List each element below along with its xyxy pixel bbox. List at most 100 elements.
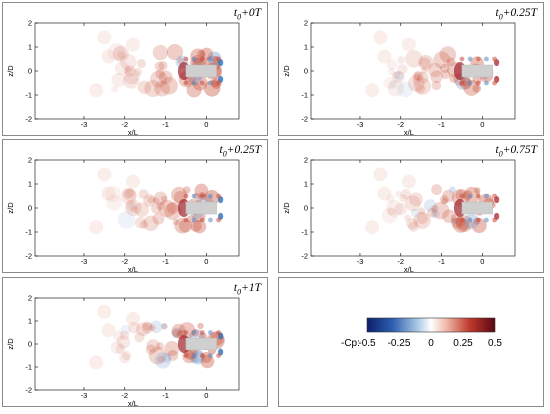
panel-title: t0+0.75T [495, 144, 537, 159]
pressure-blob [161, 353, 172, 363]
pressure-blob [166, 202, 179, 215]
panel-title: t0+0.25T [495, 7, 537, 22]
x-tick-label: -1 [162, 257, 169, 266]
pressure-blob [373, 167, 388, 182]
pressure-blob [178, 219, 193, 233]
x-tick-label: -2 [397, 257, 404, 266]
pressure-blob [399, 194, 408, 203]
blade-spot [459, 80, 465, 86]
y-axis-label: z/D [282, 202, 291, 214]
pressure-blob [101, 49, 116, 64]
pressure-blob [442, 209, 456, 223]
pressure-blob [423, 199, 437, 212]
pressure-blob [397, 64, 408, 75]
x-axis-label: x/L [128, 265, 138, 274]
blade-spot [484, 80, 489, 86]
blade-spot [216, 217, 222, 223]
blade-spot [208, 56, 213, 62]
pressure-blob [401, 174, 416, 189]
x-tick-label: 0 [204, 120, 208, 129]
pressure-blob [381, 207, 398, 224]
pressure-blob [472, 84, 482, 93]
pressure-blob [124, 65, 136, 77]
pressure-blob [134, 67, 143, 77]
x-tick-label: -2 [121, 120, 128, 129]
y-tick-label: 2 [28, 156, 32, 165]
y-axis-label: z/D [6, 202, 15, 214]
pressure-blob [120, 188, 137, 205]
pressure-blob [401, 37, 416, 52]
pressure-blob [107, 43, 126, 61]
blade-spot [191, 56, 197, 62]
x-tick-label: -2 [397, 120, 404, 129]
x-tick-label: -1 [162, 391, 169, 400]
pressure-blob [144, 80, 162, 98]
y-tick-label: 0 [28, 204, 32, 213]
blade-spot [183, 80, 189, 86]
blade-spot [484, 56, 489, 62]
pressure-blob [156, 342, 165, 351]
pressure-blob [463, 79, 480, 96]
pressure-blob [115, 344, 126, 355]
pressure-blob [440, 63, 450, 74]
pressure-blob [97, 304, 112, 319]
pressure-blob [407, 75, 425, 92]
blade-spot [467, 80, 473, 86]
pressure-blob [415, 84, 426, 94]
y-tick-label: 1 [304, 43, 308, 52]
pressure-blob [387, 67, 396, 76]
x-axis-label: x/L [404, 128, 414, 137]
pressure-blob [123, 188, 137, 202]
colorbar-gradient [366, 317, 496, 333]
pressure-blob [431, 80, 442, 91]
y-tick-label: 2 [28, 294, 32, 303]
pressure-blob [394, 71, 404, 81]
y-tick-label: -2 [25, 386, 32, 395]
x-tick-label: 0 [480, 120, 484, 129]
pressure-blob [148, 346, 167, 365]
pressure-blob [459, 77, 472, 90]
pressure-blob [120, 53, 137, 71]
pressure-blob [152, 212, 165, 225]
blade-spot [459, 56, 465, 62]
pressure-blob [397, 55, 406, 64]
colorbar-tick: 0 [428, 338, 434, 349]
pressure-blob [161, 322, 168, 329]
pressure-blob [207, 51, 222, 66]
pressure-blob [137, 80, 152, 94]
pressure-blob [154, 80, 170, 97]
pressure-blob [128, 202, 136, 210]
pressure-blob [192, 75, 208, 91]
pressure-blob [138, 189, 149, 200]
blade-spot [216, 56, 222, 62]
blade-spot [459, 193, 465, 199]
pressure-blob [153, 191, 168, 206]
pressure-blob [171, 323, 186, 339]
blade-spot [191, 353, 197, 358]
blade-spot [467, 217, 473, 223]
pressure-blob [152, 197, 160, 204]
x-axis-label: x/L [128, 399, 138, 408]
pressure-blob [116, 335, 131, 349]
pressure-blob [111, 85, 119, 93]
pressure-blob [394, 202, 408, 216]
pressure-blob [97, 167, 112, 182]
pressure-blob [416, 212, 429, 225]
pressure-blob [148, 324, 156, 332]
x-tick-label: -1 [162, 120, 169, 129]
pressure-blob [154, 352, 172, 369]
pressure-blob [388, 80, 398, 90]
pressure-blob [417, 71, 429, 84]
pressure-field [365, 30, 500, 98]
pressure-blob [119, 352, 130, 364]
pressure-blob [156, 201, 165, 210]
pressure-blob [158, 199, 176, 218]
pressure-blob [150, 70, 168, 88]
pressure-blob [134, 332, 145, 343]
colorbar-label: -Cp: [341, 338, 360, 349]
pressure-blob [365, 83, 380, 98]
y-axis-label: z/D [6, 338, 15, 350]
y-tick-label: 0 [28, 340, 32, 349]
